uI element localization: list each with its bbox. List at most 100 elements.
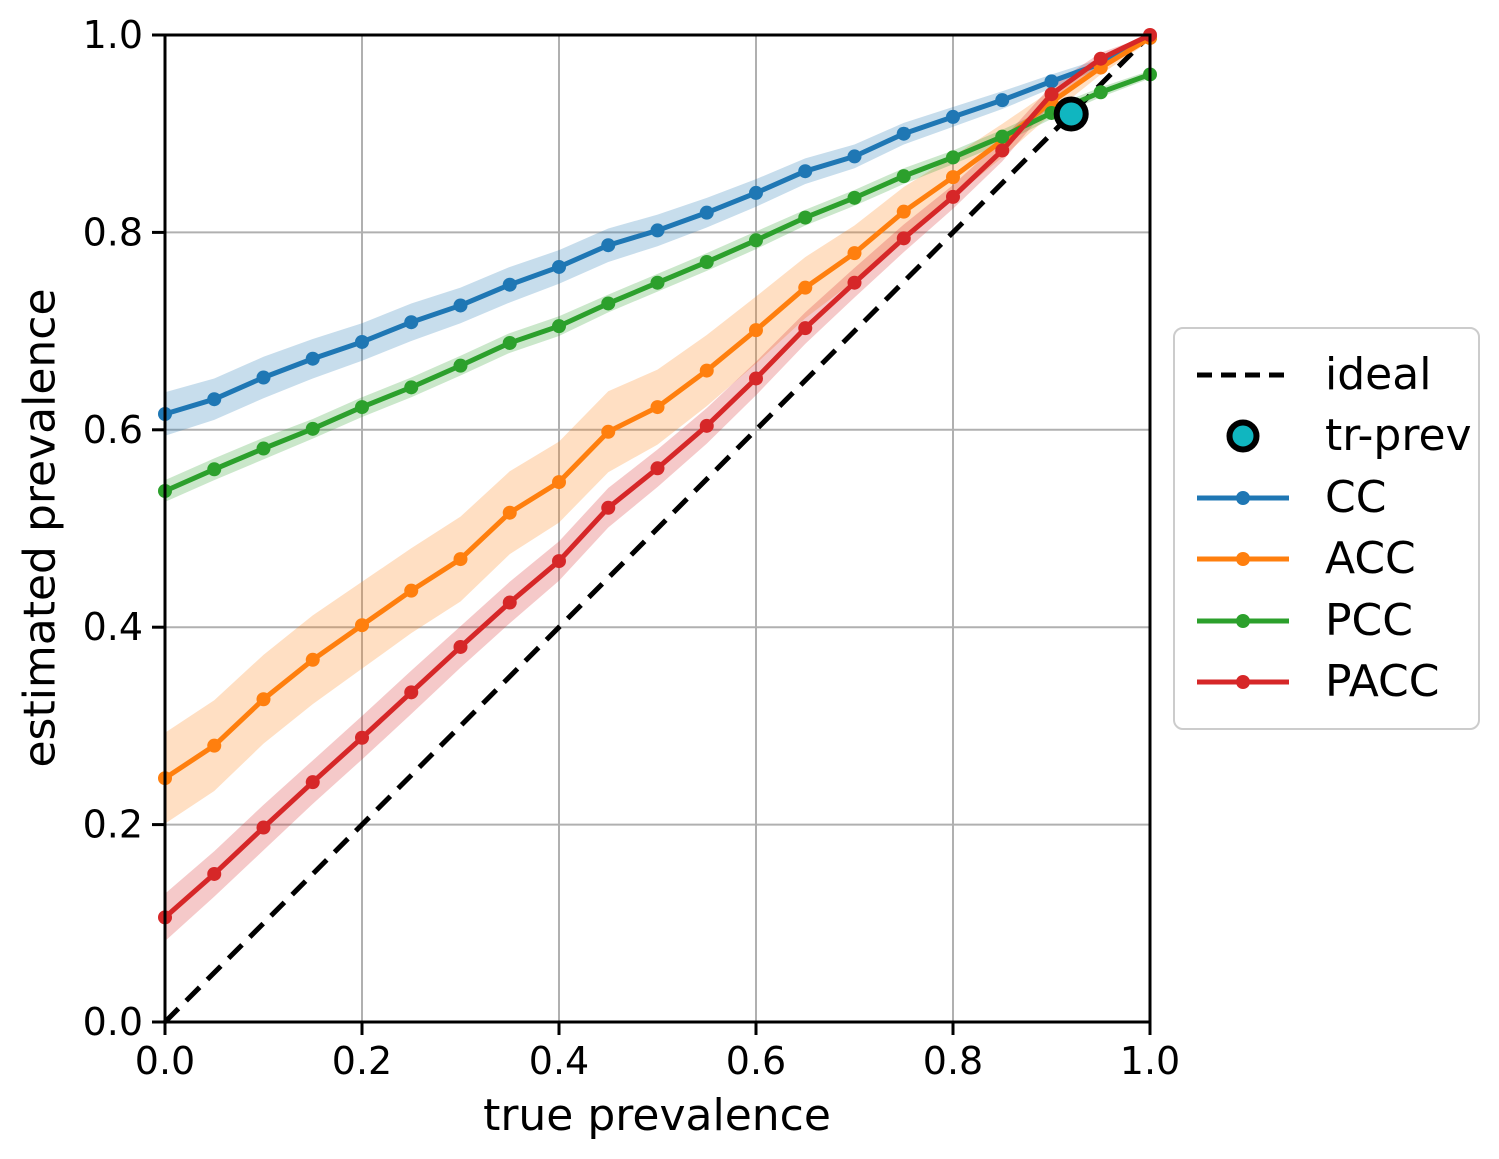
x-tick-label: 0.0 [135,1039,195,1083]
pcc-data-point [749,233,763,248]
cc-data-point [650,223,665,238]
pacc-dot-icon [1236,675,1250,690]
axes-frame [163,33,1152,1024]
cc-data-point [847,149,862,164]
pacc-data-point [749,371,763,386]
x-tick-label: 0.8 [923,1039,983,1083]
tr-prev-marker [1053,96,1089,132]
y-tick-label: 0.0 [83,1000,143,1044]
cc-data-point [207,392,222,407]
acc-data-point [355,618,369,633]
x-tick-label: 0.4 [529,1039,589,1083]
y-tick-label: 0.6 [83,408,143,452]
pcc-data-point [453,358,468,373]
cc-data-point [552,259,566,274]
pacc-data-point [699,418,714,433]
legend-label-acc: ACC [1325,533,1416,585]
pcc-data-point [946,150,960,165]
pcc-data-point [798,210,813,225]
pcc-data-point [256,441,271,456]
pcc-data-point [896,169,911,184]
legend-sample-tr-prev [1226,419,1260,453]
cc-data-point [601,238,616,253]
legend-item-acc: ACC [1195,537,1478,581]
acc-data-point [896,204,911,219]
pcc-data-point [305,421,320,436]
legend-item-ideal: ideal [1195,348,1478,400]
cc-data-point [699,205,714,220]
legend-label-ideal: ideal [1325,348,1432,400]
pacc-data-point [601,500,616,515]
y-axis-label: estimated prevalence [14,288,66,768]
legend-sample-acc [1197,552,1289,567]
pacc-data-point [207,866,222,881]
pacc-data-point [404,685,419,700]
pcc-data-point [847,190,862,205]
y-tick-label: 1.0 [83,13,143,57]
y-tick-label: 0.8 [83,210,143,254]
cc-data-point [946,109,960,124]
cc-data-point [896,126,911,141]
pacc-data-point [995,143,1010,158]
cc-data-point [502,277,517,292]
legend-label-tr-prev: tr-prev [1325,410,1472,462]
pacc-data-point [798,321,813,336]
legend-item-pcc: PCC [1195,594,1478,646]
legend: ideal tr-prev CC ACC PCC PACC [1173,327,1480,730]
ideal-line [163,33,1152,1024]
acc-data-point [404,583,419,598]
legend-sample-pacc [1197,675,1289,690]
legend-sample-pcc [1197,613,1289,628]
cc-data-point [798,164,813,179]
x-tick-label: 0.6 [726,1039,786,1083]
pcc-data-point [699,255,714,270]
cc-data-point [305,351,320,366]
pacc-data-point [896,231,911,246]
legend-sample-cc [1197,490,1289,505]
pcc-data-point [207,462,222,477]
cc-data-point [355,334,369,349]
y-tick-label: 0.2 [83,803,143,847]
cc-data-point [256,370,271,385]
legend-label-pcc: PCC [1325,594,1413,646]
pcc-data-point [650,275,665,290]
y-tick-label: 0.4 [83,605,143,649]
pcc-data-point [552,319,566,334]
legend-item-cc: CC [1195,475,1478,520]
x-axis-label: true prevalence [483,1090,831,1141]
legend-sample-ideal [1197,372,1289,378]
pacc-data-point [552,554,566,569]
pacc-data-point [256,820,271,835]
x-tick-label: 1.0 [1120,1039,1180,1083]
acc-data-point [502,505,517,520]
cc-data-point [749,185,763,200]
acc-data-point [650,400,665,415]
pacc-data-point [1093,51,1108,66]
pacc-data-point [946,189,960,204]
acc-data-point [601,424,616,439]
acc-data-point [699,363,714,378]
acc-data-point [798,280,813,295]
x-tick-label: 0.2 [332,1039,392,1083]
legend-item-pacc: PACC [1195,660,1478,704]
cc-dot-icon [1236,490,1250,505]
pacc-confidence-band [165,35,1150,942]
pacc-data-point [355,730,369,745]
acc-data-point [256,692,271,707]
acc-data-point [552,475,566,490]
cc-data-point [404,315,419,330]
pcc-data-point [502,335,517,350]
cc-data-point [1044,74,1059,89]
pcc-data-point [601,296,616,311]
pcc-data-point [995,129,1010,144]
acc-data-point [305,652,320,667]
cc-data-point [995,93,1010,108]
pacc-data-point [650,461,665,476]
pcc-data-point [1093,85,1108,100]
tr-prev-marker-icon [1226,419,1260,453]
pacc-data-point [1044,87,1059,102]
cc-data-point [453,298,468,313]
pcc-dot-icon [1236,613,1250,628]
